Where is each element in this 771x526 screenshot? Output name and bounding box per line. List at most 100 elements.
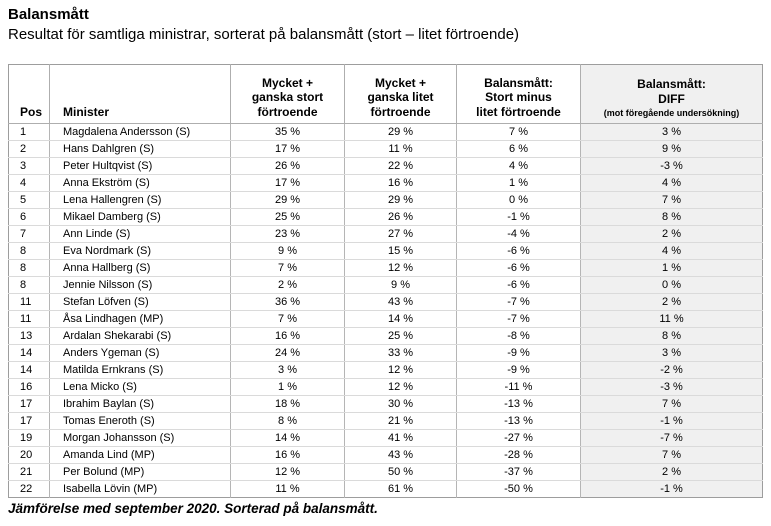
balans-cell: -37 % xyxy=(456,463,581,481)
stort-cell: 3 % xyxy=(230,361,345,379)
header-diff-line1: Balansmått: xyxy=(637,77,706,92)
minister-cell: Amanda Lind (MP) xyxy=(49,446,231,464)
balans-cell: -9 % xyxy=(456,344,581,362)
diff-cell: -2 % xyxy=(580,361,763,379)
litet-cell: 33 % xyxy=(344,344,457,362)
diff-cell: 3 % xyxy=(580,123,763,141)
litet-cell: 41 % xyxy=(344,429,457,447)
litet-cell: 43 % xyxy=(344,293,457,311)
pos-cell: 8 xyxy=(8,242,50,260)
stort-cell: 1 % xyxy=(230,378,345,396)
header-diff-line3: (mot föregående undersökning) xyxy=(603,107,740,118)
minister-cell: Anders Ygeman (S) xyxy=(49,344,231,362)
pos-cell: 11 xyxy=(8,310,50,328)
diff-cell: 7 % xyxy=(580,191,763,209)
table-row: 20 Amanda Lind (MP) 16 % 43 % -28 % 7 % xyxy=(8,446,763,464)
minister-cell: Anna Ekström (S) xyxy=(49,174,231,192)
diff-cell: 8 % xyxy=(580,327,763,345)
litet-cell: 50 % xyxy=(344,463,457,481)
balans-cell: -6 % xyxy=(456,276,581,294)
litet-cell: 29 % xyxy=(344,123,457,141)
table-row: 14 Matilda Ernkrans (S) 3 % 12 % -9 % -2 % xyxy=(8,361,763,379)
minister-cell: Åsa Lindhagen (MP) xyxy=(49,310,231,328)
table-row: 17 Ibrahim Baylan (S) 18 % 30 % -13 % 7 % xyxy=(8,395,763,413)
table-header: Pos Minister Mycket + ganska stort förtr… xyxy=(8,64,763,124)
stort-cell: 7 % xyxy=(230,310,345,328)
litet-cell: 9 % xyxy=(344,276,457,294)
balans-cell: -7 % xyxy=(456,310,581,328)
stort-cell: 25 % xyxy=(230,208,345,226)
diff-cell: 1 % xyxy=(580,259,763,277)
table-row: 14 Anders Ygeman (S) 24 % 33 % -9 % 3 % xyxy=(8,344,763,362)
minister-cell: Isabella Lövin (MP) xyxy=(49,480,231,497)
stort-cell: 12 % xyxy=(230,463,345,481)
table-row: 2 Hans Dahlgren (S) 17 % 11 % 6 % 9 % xyxy=(8,140,763,158)
table-row: 16 Lena Micko (S) 1 % 12 % -11 % -3 % xyxy=(8,378,763,396)
pos-cell: 14 xyxy=(8,344,50,362)
header-diff-line2: DIFF xyxy=(658,91,685,106)
balans-cell: -28 % xyxy=(456,446,581,464)
balans-cell: 1 % xyxy=(456,174,581,192)
table-row: 8 Anna Hallberg (S) 7 % 12 % -6 % 1 % xyxy=(8,259,763,277)
minister-cell: Ardalan Shekarabi (S) xyxy=(49,327,231,345)
table-row: 5 Lena Hallengren (S) 29 % 29 % 0 % 7 % xyxy=(8,191,763,209)
stort-cell: 35 % xyxy=(230,123,345,141)
stort-cell: 16 % xyxy=(230,327,345,345)
litet-cell: 16 % xyxy=(344,174,457,192)
ministers-table: Pos Minister Mycket + ganska stort förtr… xyxy=(8,63,763,498)
minister-cell: Matilda Ernkrans (S) xyxy=(49,361,231,379)
page-subtitle: Resultat för samtliga ministrar, sortera… xyxy=(8,25,520,43)
litet-cell: 27 % xyxy=(344,225,457,243)
balans-cell: -6 % xyxy=(456,259,581,277)
pos-cell: 11 xyxy=(8,293,50,311)
litet-cell: 12 % xyxy=(344,378,457,396)
header-pos: Pos xyxy=(8,64,50,124)
pos-cell: 13 xyxy=(8,327,50,345)
litet-cell: 61 % xyxy=(344,480,457,497)
pos-cell: 3 xyxy=(8,157,50,175)
minister-cell: Morgan Johansson (S) xyxy=(49,429,231,447)
table-row: 22 Isabella Lövin (MP) 11 % 61 % -50 % -1 % xyxy=(8,480,763,497)
pos-cell: 6 xyxy=(8,208,50,226)
diff-cell: 7 % xyxy=(580,395,763,413)
balans-cell: -4 % xyxy=(456,225,581,243)
minister-cell: Jennie Nilsson (S) xyxy=(49,276,231,294)
litet-cell: 14 % xyxy=(344,310,457,328)
pos-cell: 1 xyxy=(8,123,50,141)
table-row: 8 Jennie Nilsson (S) 2 % 9 % -6 % 0 % xyxy=(8,276,763,294)
minister-cell: Magdalena Andersson (S) xyxy=(49,123,231,141)
header-balansmatt: Balansmått: Stort minus litet förtroende xyxy=(456,64,581,124)
pos-cell: 8 xyxy=(8,259,50,277)
table-row: 13 Ardalan Shekarabi (S) 16 % 25 % -8 % 8 % xyxy=(8,327,763,345)
diff-cell: 2 % xyxy=(580,463,763,481)
balans-cell: -7 % xyxy=(456,293,581,311)
pos-cell: 21 xyxy=(8,463,50,481)
table-row: 11 Åsa Lindhagen (MP) 7 % 14 % -7 % 11 % xyxy=(8,310,763,328)
balans-cell: -9 % xyxy=(456,361,581,379)
diff-cell: 11 % xyxy=(580,310,763,328)
stort-cell: 11 % xyxy=(230,480,345,497)
minister-cell: Stefan Löfven (S) xyxy=(49,293,231,311)
stort-cell: 24 % xyxy=(230,344,345,362)
minister-cell: Hans Dahlgren (S) xyxy=(49,140,231,158)
balans-cell: 6 % xyxy=(456,140,581,158)
stort-cell: 17 % xyxy=(230,174,345,192)
header-minister: Minister xyxy=(49,64,231,124)
table-row: 21 Per Bolund (MP) 12 % 50 % -37 % 2 % xyxy=(8,463,763,481)
table-body: 1 Magdalena Andersson (S) 35 % 29 % 7 % 3 % 2 H… xyxy=(8,123,763,497)
pos-cell: 17 xyxy=(8,395,50,413)
litet-cell: 11 % xyxy=(344,140,457,158)
pos-cell: 14 xyxy=(8,361,50,379)
litet-cell: 12 % xyxy=(344,361,457,379)
pos-cell: 7 xyxy=(8,225,50,243)
diff-cell: 0 % xyxy=(580,276,763,294)
balans-cell: -1 % xyxy=(456,208,581,226)
pos-cell: 20 xyxy=(8,446,50,464)
table-row: 17 Tomas Eneroth (S) 8 % 21 % -13 % -1 % xyxy=(8,412,763,430)
minister-cell: Tomas Eneroth (S) xyxy=(49,412,231,430)
minister-cell: Mikael Damberg (S) xyxy=(49,208,231,226)
diff-cell: -7 % xyxy=(580,429,763,447)
stort-cell: 23 % xyxy=(230,225,345,243)
stort-cell: 18 % xyxy=(230,395,345,413)
pos-cell: 17 xyxy=(8,412,50,430)
